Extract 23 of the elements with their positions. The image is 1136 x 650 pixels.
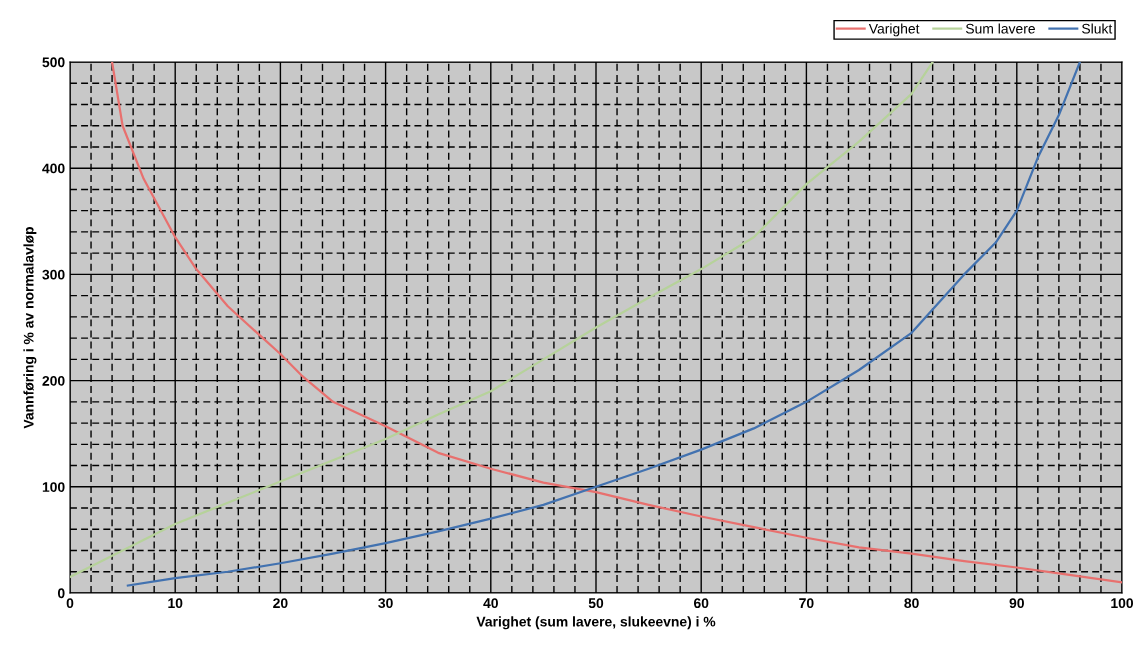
y-tick-label: 0	[57, 588, 65, 599]
x-tick-label: 40	[483, 598, 498, 609]
x-tick-label: 80	[904, 598, 919, 609]
x-tick-label: 60	[693, 598, 709, 609]
y-tick-label: 400	[42, 163, 65, 174]
x-tick-label: 30	[378, 598, 393, 609]
x-tick-label: 0	[66, 598, 74, 609]
x-tick-label: 20	[273, 598, 288, 609]
y-tick-label: 100	[42, 482, 65, 492]
x-tick-label: 70	[799, 598, 814, 609]
y-tick-label: 500	[42, 57, 65, 68]
legend-label: Sum lavere	[965, 23, 1035, 34]
y-axis-title: Vannføring i % av normalavløp	[23, 226, 37, 429]
y-tick-label: 200	[42, 375, 65, 386]
x-tick-label: 10	[168, 598, 183, 609]
x-tick-label: 50	[588, 598, 604, 609]
y-tick-label: 300	[42, 269, 65, 280]
line-series	[70, 62, 934, 579]
legend-label: Slukt	[1082, 23, 1113, 34]
x-tick-label: 90	[1009, 598, 1024, 609]
x-tick-label: 100	[1111, 598, 1134, 609]
x-axis-title: Varighet (sum lavere, slukeevne) i %	[476, 616, 716, 630]
legend-label: Varighet	[868, 23, 920, 37]
